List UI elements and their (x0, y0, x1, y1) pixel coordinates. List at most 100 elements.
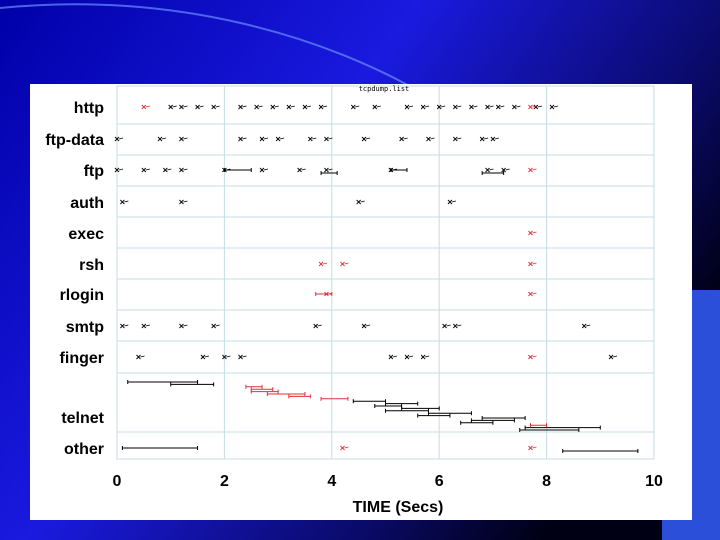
data-point-stroke (426, 136, 431, 142)
data-point (141, 167, 150, 173)
data-interval (401, 406, 440, 411)
data-point-tail (430, 137, 435, 140)
data-point (528, 104, 537, 110)
data-point (452, 104, 462, 110)
data-point-stroke (275, 136, 281, 142)
data-point (297, 167, 306, 173)
data-point-stroke (442, 323, 447, 329)
data-point (238, 354, 247, 360)
data-interval (385, 408, 429, 413)
data-point-stroke (436, 104, 442, 110)
data-point-tail (124, 200, 129, 203)
data-point-tail (183, 137, 188, 140)
data-point-stroke (211, 323, 216, 329)
data-point (399, 136, 408, 142)
data-point (490, 136, 500, 142)
data-point-stroke (259, 136, 265, 142)
x-tick-label: 8 (542, 473, 551, 490)
data-point-stroke (238, 136, 243, 142)
data-point-tail (355, 105, 360, 108)
data-point-tail (392, 355, 397, 358)
data-point (420, 104, 430, 110)
data-point-tail (118, 168, 124, 171)
data-point (469, 104, 478, 110)
data-point (452, 136, 462, 142)
data-point-stroke (350, 104, 356, 110)
x-tick-label: 6 (435, 473, 444, 490)
data-interval (170, 382, 215, 387)
data-point (447, 199, 457, 205)
category-label: ftp (84, 163, 105, 180)
data-point-stroke (528, 104, 533, 110)
data-point-stroke (313, 323, 319, 329)
data-point (452, 323, 462, 329)
data-point-stroke (141, 167, 147, 173)
data-point-tail (408, 355, 414, 358)
data-interval (250, 387, 274, 392)
data-point-tail (322, 105, 328, 108)
data-point (501, 167, 510, 173)
data-point-stroke (238, 354, 243, 360)
data-point-tail (532, 168, 537, 171)
data-point (528, 354, 537, 360)
category-label: finger (60, 350, 104, 367)
data-point (163, 167, 172, 173)
data-point (495, 104, 505, 110)
plot-card: http ftp-data ftp auth exec rsh rlogin smtp fing… (30, 84, 692, 520)
data-point-stroke (324, 136, 329, 142)
data-point-stroke (452, 136, 458, 142)
data-point-stroke (114, 136, 120, 142)
data-point-stroke (452, 104, 458, 110)
data-point-stroke (114, 167, 120, 173)
data-point-tail (505, 168, 510, 171)
data-interval (519, 428, 580, 432)
data-point-stroke (270, 104, 276, 110)
grid-lines (116, 85, 655, 460)
data-point-tail (161, 137, 167, 140)
data-point-stroke (356, 199, 361, 205)
data-interval (121, 446, 199, 450)
data-interval (390, 168, 408, 172)
data-point-tail (306, 105, 312, 108)
data-point-tail (204, 355, 210, 358)
data-point-stroke (168, 104, 174, 110)
data-point (259, 136, 269, 142)
data-point-stroke (318, 104, 324, 110)
data-point-tail (365, 324, 371, 327)
data-point-stroke (179, 323, 184, 329)
data-point-stroke (120, 199, 125, 205)
data-point-tail (172, 105, 177, 108)
data-interval (266, 392, 306, 396)
data-point (313, 323, 322, 329)
data-point-tail (532, 105, 537, 108)
data-point (340, 445, 349, 451)
data-point-tail (140, 355, 145, 358)
data-point-tail (183, 105, 188, 108)
data-point (275, 136, 285, 142)
data-point-stroke (501, 167, 506, 173)
data-point-stroke (528, 230, 533, 236)
data-point-stroke (447, 199, 453, 205)
data-point (200, 354, 210, 360)
data-point (238, 104, 247, 110)
category-label: smtp (66, 319, 104, 336)
data-point-stroke (361, 323, 367, 329)
data-interval (481, 171, 505, 175)
data-point-stroke (528, 167, 533, 173)
data-point-stroke (179, 199, 184, 205)
data-point (259, 167, 269, 173)
data-point-stroke (157, 136, 163, 142)
data-interval (223, 168, 252, 172)
data-point-tail (328, 137, 333, 140)
accent-bar-right (692, 290, 720, 540)
data-marks (114, 104, 639, 453)
x-tick-labels: 0 2 4 6 8 10 (113, 473, 663, 490)
data-point-tail (199, 105, 204, 108)
category-label: auth (70, 195, 104, 212)
data-point-stroke (485, 104, 490, 110)
data-point (581, 323, 591, 329)
data-point-stroke (179, 136, 184, 142)
data-point (361, 136, 371, 142)
data-point (420, 354, 430, 360)
data-point-tail (408, 105, 414, 108)
